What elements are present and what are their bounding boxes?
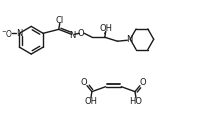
Text: N: N (16, 29, 23, 38)
Text: Cl: Cl (56, 16, 64, 25)
Text: O: O (81, 78, 87, 87)
Text: N: N (126, 35, 132, 44)
Text: N: N (69, 31, 76, 40)
Text: OH: OH (84, 97, 98, 106)
Text: HO: HO (130, 97, 142, 106)
Text: $\mathsf{^{-}O}$: $\mathsf{^{-}O}$ (1, 28, 14, 39)
Text: O: O (78, 29, 85, 38)
Text: OH: OH (99, 24, 112, 33)
Text: •: • (102, 31, 105, 36)
Text: O: O (140, 78, 146, 87)
